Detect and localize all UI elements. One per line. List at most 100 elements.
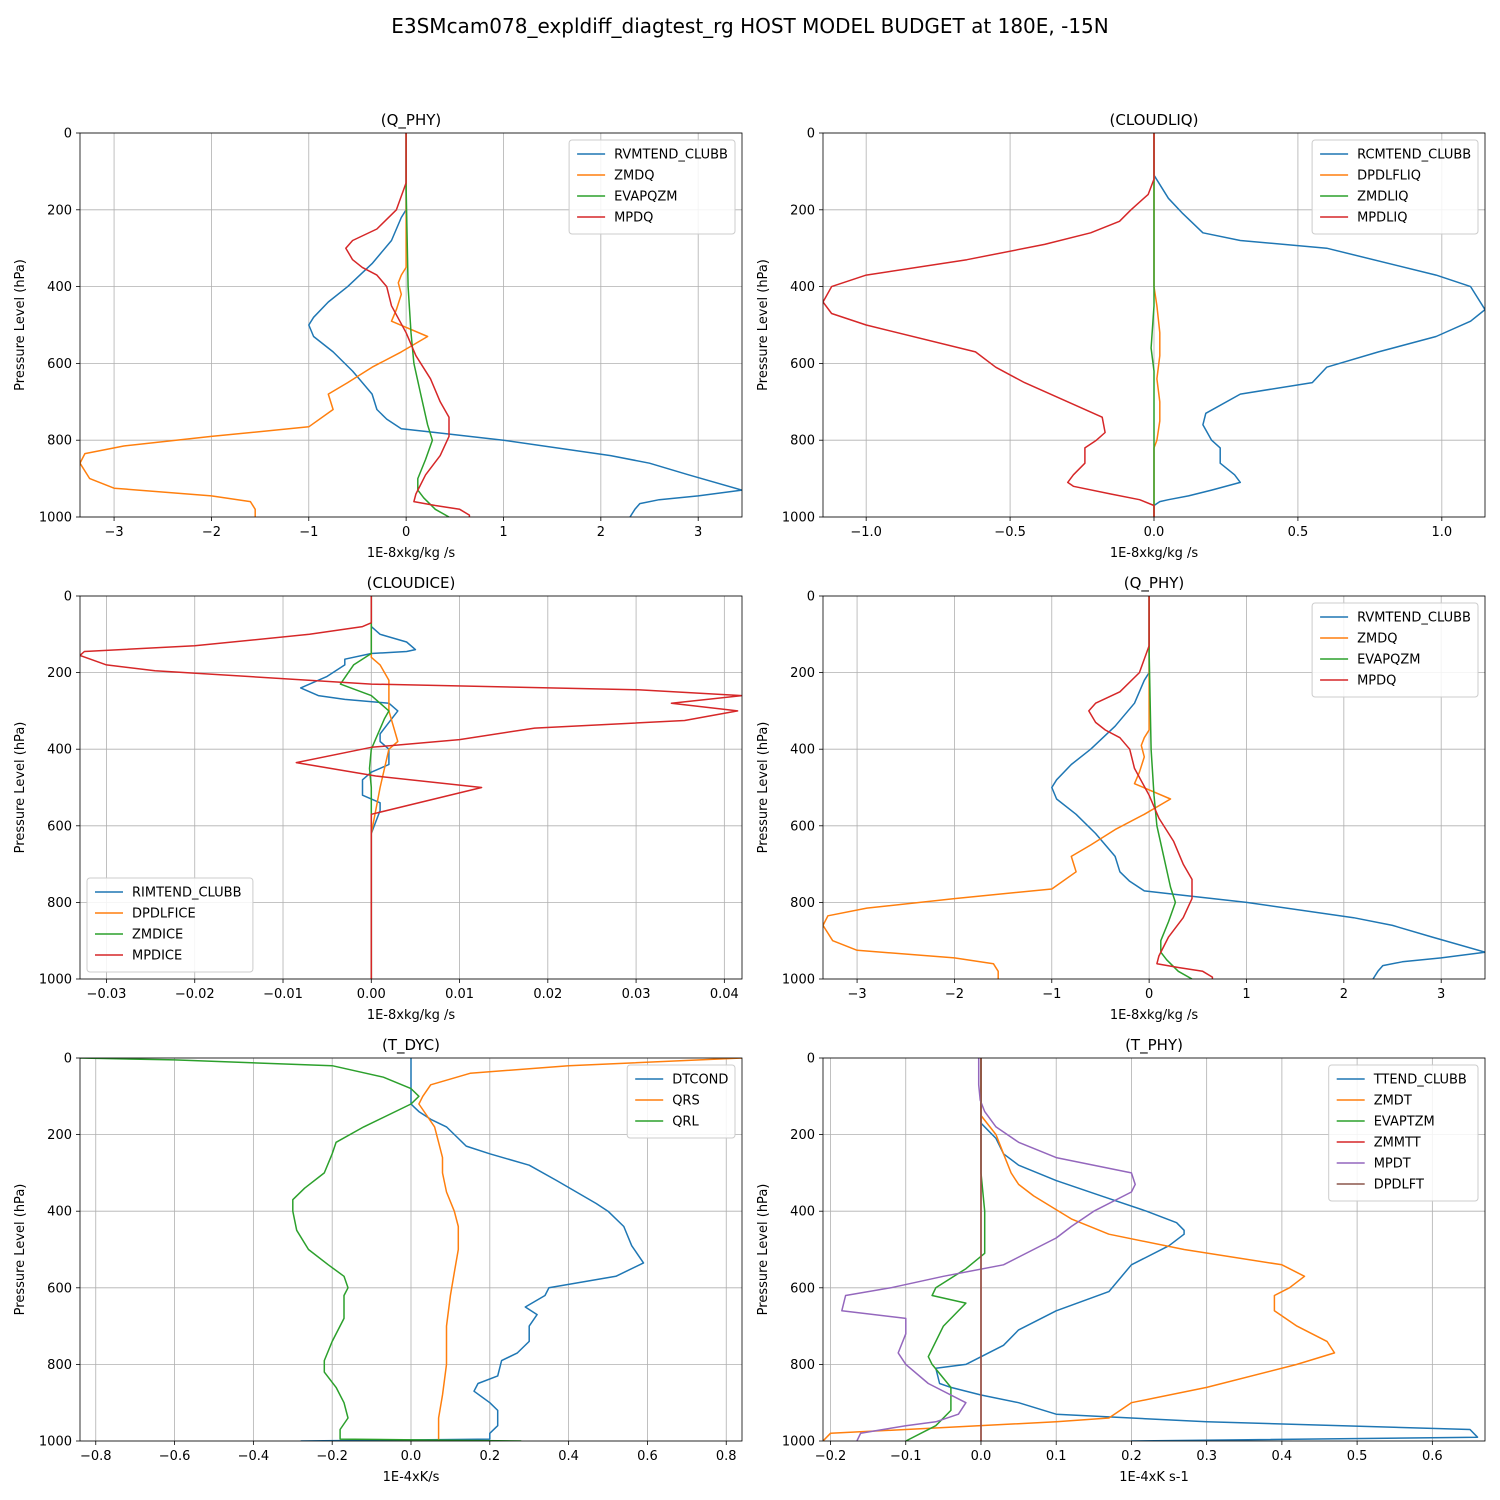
chart-3-ytick-label: 600 [47, 819, 72, 834]
chart-1-xtick-label: −2 [202, 525, 221, 540]
chart-4-xlabel: 1E-8xkg/kg /s [1110, 1008, 1199, 1023]
chart-4-xtick-label: 3 [1437, 987, 1445, 1002]
chart-1-legend-label: MPDQ [614, 211, 653, 226]
chart-3-ytick-label: 400 [47, 743, 72, 758]
chart-1-xtick-label: 3 [694, 525, 702, 540]
chart-6-legend-label: EVAPTZM [1374, 1115, 1435, 1130]
chart-4-legend-label: ZMDQ [1357, 632, 1397, 647]
chart-3-series-rimtend-clubb [299, 596, 417, 979]
chart-1-frame [79, 132, 743, 518]
chart-4-ytick-label: 400 [790, 743, 815, 758]
chart-4-xtick-label: 1 [1242, 987, 1250, 1002]
chart-4-xtick-label: 0 [1145, 987, 1153, 1002]
chart-2-legend-label: DPDLFLIQ [1357, 169, 1421, 184]
chart-3-ytick-label: 0 [64, 590, 72, 605]
chart-2-legend: RCMTEND_CLUBB DPDLFLIQ ZMDLIQ MPDLIQ [1311, 139, 1479, 235]
chart-6-ytick-label: 800 [790, 1358, 815, 1373]
chart-5-ytick-label: 400 [47, 1205, 72, 1220]
chart-6-xtick-label: 0.6 [1422, 1449, 1443, 1464]
chart-4-ytick-label: 600 [790, 819, 815, 834]
chart-6-series-group [823, 1058, 1479, 1441]
chart-5-xtick-label: 0.2 [479, 1449, 500, 1464]
chart-2-ytick-label: 1000 [782, 511, 815, 526]
chart-5-series-qrl [80, 1058, 522, 1441]
chart-5-xtick-label: 0.0 [401, 1449, 422, 1464]
chart-3-legend-label: ZMDICE [132, 928, 183, 943]
chart-2-ytick-label: 600 [790, 357, 815, 372]
chart-5-ytick-label: 0 [64, 1052, 72, 1067]
chart-3-title: (CLOUDICE) [367, 574, 456, 592]
chart-3-xtick-label: −0.01 [263, 987, 303, 1002]
chart-5-title: (T_DYC) [382, 1036, 440, 1055]
chart-2-series-zmdliq [1150, 133, 1155, 517]
chart-6-frame [822, 1057, 1486, 1442]
chart-5-ytick-label: 800 [47, 1358, 72, 1373]
chart-6-ytick-label: 1000 [782, 1435, 815, 1450]
chart-3-xtick-label: 0.02 [533, 987, 562, 1002]
chart-6-xtick-label: −0.2 [815, 1449, 847, 1464]
chart-1-legend-label: ZMDQ [614, 169, 654, 184]
chart-2-series-dpdlfliq [1153, 133, 1161, 517]
chart-2-xlabel: 1E-8xkg/kg /s [1110, 546, 1199, 561]
chart-4-title: (Q_PHY) [1124, 574, 1185, 593]
chart-2-series-rcmtend-clubb [1153, 133, 1485, 517]
chart-4-series-rvmtend-clubb [1051, 596, 1485, 979]
chart-6-legend: TTEND_CLUBB ZMDT EVAPTZM ZMMTT MPDT DPDLFT [1328, 1064, 1479, 1202]
chart-5-ytick-label: 200 [47, 1128, 72, 1143]
chart-6-xtick-label: 0.0 [971, 1449, 992, 1464]
chart-3: −0.03 −0.02 −0.01 0.00 0.01 0.02 0.03 0.04 0 200 4… [13, 574, 743, 1023]
chart-3-xtick-label: 0.00 [357, 987, 386, 1002]
chart-5-legend: DTCOND QRS QRL [626, 1064, 736, 1139]
chart-1-xtick-label: 0 [402, 525, 410, 540]
chart-2: −1.0 −0.5 0.0 0.5 1.0 0 200 400 600 800 1000 (CLOUD… [756, 111, 1486, 561]
chart-3-xtick-label: 0.01 [445, 987, 474, 1002]
chart-2-series-group [823, 133, 1485, 517]
chart-3-xlabel: 1E-8xkg/kg /s [367, 1008, 456, 1023]
chart-6-series-ttend-clubb [935, 1058, 1479, 1441]
chart-4-xtick-label: −2 [945, 987, 964, 1002]
chart-6: −0.2 −0.1 0.0 0.1 0.2 0.3 0.4 0.5 0.6 0 200 400 600 8… [756, 1036, 1486, 1485]
chart-2-legend-label: RCMTEND_CLUBB [1357, 148, 1471, 163]
chart-4: −3 −2 −1 0 1 2 3 0 200 400 600 800 1000 (Q_PHY) 1E-8xk… [756, 574, 1486, 1023]
chart-2-ylabel: Pressure Level (hPa) [756, 259, 771, 391]
chart-6-legend-box [1328, 1064, 1479, 1202]
chart-4-series-mpdq [1088, 596, 1214, 979]
chart-4-ytick-label: 0 [807, 590, 815, 605]
chart-2-ytick-label: 200 [790, 203, 815, 218]
chart-5-xtick-label: −0.8 [80, 1449, 112, 1464]
chart-1-ytick-label: 200 [47, 203, 72, 218]
chart-6-ylabel: Pressure Level (hPa) [756, 1184, 771, 1316]
chart-4-xtick-label: −3 [847, 987, 866, 1002]
chart-6-title: (T_PHY) [1125, 1036, 1183, 1055]
chart-6-xtick-label: 0.2 [1121, 1449, 1142, 1464]
chart-3-series-group [80, 596, 742, 979]
chart-2-xtick-label: −1.0 [850, 525, 882, 540]
chart-6-series-evaptzm [905, 1058, 986, 1441]
chart-4-legend: RVMTEND_CLUBB ZMDQ EVAPQZM MPDQ [1311, 602, 1479, 698]
chart-6-series-mpdt [841, 1058, 1136, 1441]
chart-2-xtick-label: 1.0 [1431, 525, 1452, 540]
chart-3-frame [79, 595, 743, 980]
chart-1-title: (Q_PHY) [381, 111, 442, 130]
chart-4-series-group [823, 596, 1485, 979]
chart-4-ytick-label: 1000 [782, 973, 815, 988]
chart-2-ytick-label: 400 [790, 280, 815, 295]
chart-4-frame [822, 595, 1486, 980]
chart-5-ytick-label: 1000 [39, 1435, 72, 1450]
chart-4-legend-box [1311, 602, 1479, 698]
chart-5-xtick-label: 0.8 [716, 1449, 737, 1464]
chart-6-legend-label: DPDLFT [1374, 1178, 1424, 1193]
chart-1-xtick-label: −1 [299, 525, 318, 540]
chart-3-ytick-label: 1000 [39, 973, 72, 988]
chart-3-legend-label: DPDLFICE [132, 907, 196, 922]
chart-5-legend-box [626, 1064, 736, 1139]
chart-2-xtick-label: 0.0 [1144, 525, 1165, 540]
chart-6-ytick-label: 0 [807, 1052, 815, 1067]
chart-5-legend-label: DTCOND [672, 1073, 728, 1088]
chart-5-xtick-label: −0.4 [238, 1449, 270, 1464]
chart-1-series-rvmtend-clubb [308, 133, 742, 517]
figure-title: E3SMcam078_expldiff_diagtest_rg HOST MOD… [391, 14, 1109, 38]
chart-1-xtick-label: 1 [499, 525, 507, 540]
chart-1-ytick-label: 0 [64, 127, 72, 142]
chart-2-xtick-label: 0.5 [1288, 525, 1309, 540]
